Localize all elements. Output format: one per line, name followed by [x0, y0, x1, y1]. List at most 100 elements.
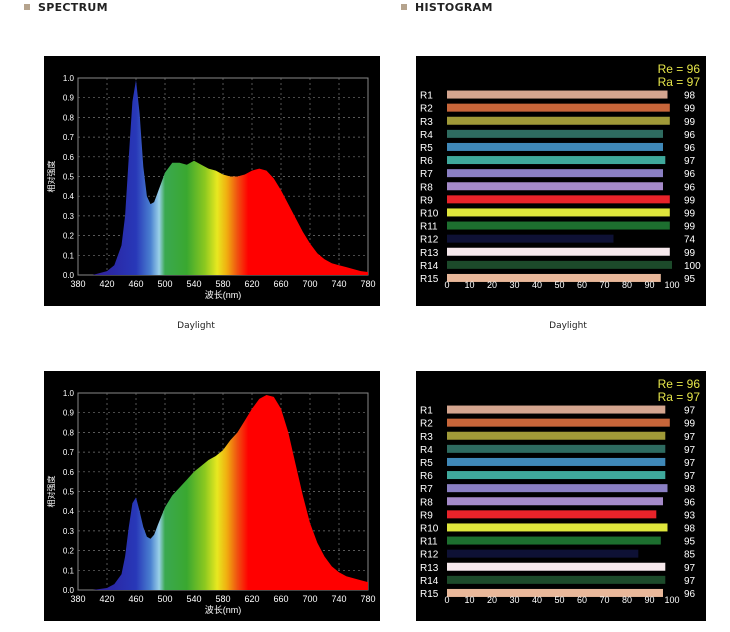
- bar: [447, 405, 666, 414]
- category-label: R5: [420, 458, 433, 469]
- bar: [447, 260, 672, 269]
- category-label: R3: [420, 432, 433, 443]
- category-label: R4: [420, 130, 433, 141]
- histogram-panel-2: Re = 96 Ra = 97 R1 97 R2 99 R3 97 R4 97 R5 97 R6 97 R7…: [416, 371, 706, 621]
- y-tick-label: 0.5: [63, 488, 75, 497]
- value-label: 96: [684, 182, 696, 193]
- x-tick-label: 40: [532, 595, 542, 605]
- x-tick-label: 740: [331, 594, 346, 604]
- spectrum-caption-1: Daylight: [177, 321, 215, 331]
- category-label: R8: [420, 497, 433, 508]
- category-label: R1: [420, 91, 433, 102]
- value-label: 96: [684, 130, 696, 141]
- y-tick-label: 0.0: [63, 271, 75, 280]
- bar: [447, 182, 663, 191]
- x-tick-label: 660: [273, 594, 288, 604]
- x-tick-label: 780: [360, 594, 375, 604]
- spectrum-chart-1: 380 420 460 500 540 580 620 660 700 740 780 0.0 0.1 0…: [46, 74, 376, 300]
- x-tick-label: 40: [532, 280, 542, 290]
- x-tick-label: 500: [157, 594, 172, 604]
- category-label: R7: [420, 484, 433, 495]
- value-label: 97: [684, 576, 696, 587]
- category-label: R13: [420, 248, 439, 259]
- bar: [447, 471, 666, 480]
- histogram-caption-1: Daylight: [549, 321, 587, 331]
- value-label: 96: [684, 589, 696, 600]
- bullet-icon: [401, 4, 407, 10]
- x-tick-label: 700: [302, 594, 317, 604]
- x-tick-label: 0: [444, 595, 449, 605]
- bar: [447, 273, 661, 282]
- histogram-header: HISTOGRAM: [401, 0, 493, 14]
- re-label: Re = 96: [658, 377, 701, 391]
- x-tick-label: 50: [554, 595, 564, 605]
- y-tick-label: 0.1: [63, 251, 75, 260]
- y-tick-label: 0.2: [63, 232, 75, 241]
- x-tick-label: 580: [215, 279, 230, 289]
- category-label: R9: [420, 195, 433, 206]
- x-tick-label: 100: [664, 595, 679, 605]
- category-label: R9: [420, 510, 433, 521]
- y-tick-label: 0.2: [63, 547, 75, 556]
- value-label: 95: [684, 274, 696, 285]
- value-label: 96: [684, 497, 696, 508]
- x-tick-label: 100: [664, 280, 679, 290]
- x-tick-label: 380: [70, 279, 85, 289]
- y-tick-label: 1.0: [63, 74, 75, 83]
- x-tick-label: 500: [157, 279, 172, 289]
- category-label: R15: [420, 274, 439, 285]
- category-label: R12: [420, 550, 439, 561]
- y-tick-label: 0.6: [63, 468, 75, 477]
- value-label: 99: [684, 117, 696, 128]
- value-label: 97: [684, 406, 696, 417]
- bar: [447, 457, 666, 466]
- bar: [447, 208, 670, 217]
- value-label: 99: [684, 222, 696, 233]
- category-label: R2: [420, 419, 433, 430]
- category-label: R8: [420, 182, 433, 193]
- x-tick-label: 0: [444, 280, 449, 290]
- y-tick-label: 0.4: [63, 192, 75, 201]
- x-tick-label: 80: [622, 595, 632, 605]
- spectrum-area: [78, 395, 368, 590]
- value-label: 93: [684, 510, 696, 521]
- x-tick-label: 10: [464, 595, 474, 605]
- y-tick-label: 0.5: [63, 173, 75, 182]
- value-label: 97: [684, 458, 696, 469]
- x-tick-label: 460: [128, 279, 143, 289]
- y-tick-label: 0.7: [63, 448, 75, 457]
- category-label: R6: [420, 156, 433, 167]
- y-axis-label: 相对强度: [46, 161, 56, 193]
- category-label: R3: [420, 117, 433, 128]
- x-tick-label: 620: [244, 594, 259, 604]
- bar: [447, 536, 661, 545]
- y-axis-label: 相对强度: [46, 476, 56, 508]
- value-label: 99: [684, 248, 696, 259]
- category-label: R13: [420, 563, 439, 574]
- bar: [447, 221, 670, 230]
- x-axis-label: 波长(nm): [205, 604, 242, 615]
- category-label: R6: [420, 471, 433, 482]
- y-tick-label: 0.6: [63, 153, 75, 162]
- category-label: R12: [420, 235, 439, 246]
- x-tick-label: 30: [509, 280, 519, 290]
- bar: [447, 444, 666, 453]
- ra-label: Ra = 97: [658, 390, 701, 404]
- x-tick-label: 540: [186, 279, 201, 289]
- value-label: 74: [684, 235, 696, 246]
- bar: [447, 484, 668, 493]
- x-tick-label: 70: [599, 280, 609, 290]
- bar: [447, 497, 663, 506]
- y-tick-label: 0.3: [63, 527, 75, 536]
- x-tick-label: 30: [509, 595, 519, 605]
- x-tick-label: 740: [331, 279, 346, 289]
- spectrum-header: SPECTRUM: [24, 0, 108, 14]
- y-tick-label: 0.9: [63, 409, 75, 418]
- spectrum-header-label: SPECTRUM: [38, 0, 108, 14]
- category-label: R5: [420, 143, 433, 154]
- bar: [447, 510, 657, 519]
- x-tick-label: 700: [302, 279, 317, 289]
- y-tick-label: 0.4: [63, 507, 75, 516]
